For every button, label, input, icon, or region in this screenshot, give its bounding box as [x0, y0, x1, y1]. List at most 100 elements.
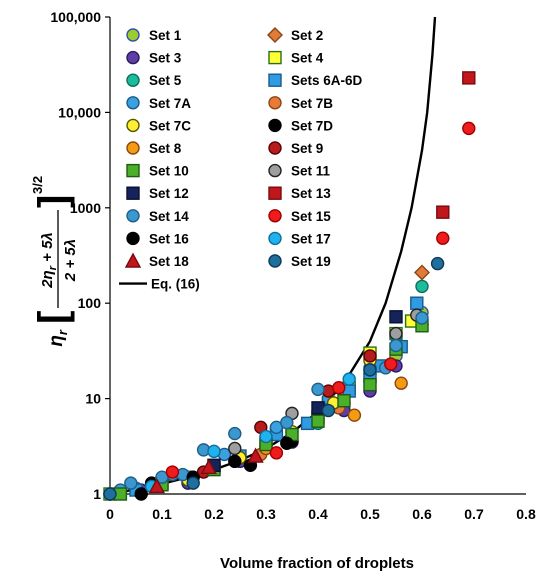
data-point: [389, 326, 403, 341]
legend-item: Set 10: [126, 164, 189, 179]
x-tick-label: 0.5: [360, 506, 380, 522]
legend-item: Set 4: [268, 50, 324, 66]
data-point: [363, 377, 377, 392]
legend-label: Set 9: [291, 141, 323, 156]
data-point: [134, 487, 148, 501]
data-point: [247, 447, 264, 463]
legend-label: Set 7D: [291, 118, 333, 133]
data-point: [389, 338, 403, 353]
legend-item: Set 8: [126, 141, 182, 156]
y-axis-label-exponent: 3/2: [30, 176, 45, 194]
data-point: [414, 264, 430, 281]
y-axis-label-denominator: 2 + 5λ: [62, 239, 79, 282]
y-axis-label-eta: ηr: [46, 329, 70, 347]
x-tick-label: 0.6: [412, 506, 432, 522]
series-set-19: [103, 256, 445, 501]
legend-label: Set 14: [149, 209, 189, 224]
legend-marker: [268, 96, 282, 110]
data-point: [148, 477, 165, 494]
legend-label: Set 10: [149, 164, 189, 179]
data-point: [207, 444, 221, 459]
x-tick-label: 0.2: [204, 506, 224, 522]
legend-marker: [126, 28, 140, 42]
legend-item: Set 5: [126, 73, 182, 88]
legend-item: Set 14: [126, 209, 189, 224]
legend-item: Set 15: [268, 209, 331, 224]
legend-marker: [126, 50, 140, 65]
y-axis-label-numerator-sub: r: [47, 265, 59, 270]
data-point: [311, 414, 325, 428]
legend-marker: [268, 141, 282, 155]
x-tick-label: 0: [106, 506, 114, 522]
legend-marker: [268, 163, 282, 178]
data-point: [436, 205, 450, 219]
x-axis-label: Volume fraction of droplets: [220, 555, 414, 572]
data-point: [389, 310, 403, 324]
legend-label: Set 5: [149, 73, 182, 88]
legend-item: Set 13: [268, 186, 331, 201]
legend-item: Set 9: [268, 141, 323, 156]
data-point: [186, 476, 200, 490]
data-point: [280, 415, 294, 430]
data-point: [311, 382, 325, 397]
legend-label: Eq. (16): [151, 277, 200, 292]
legend-marker: [126, 186, 140, 200]
data-point: [103, 487, 117, 501]
legend-marker: [126, 209, 140, 223]
legend-label: Set 7B: [291, 96, 333, 111]
data-point: [228, 441, 242, 456]
x-tick-label: 0.4: [308, 506, 328, 522]
data-point: [347, 408, 362, 422]
x-tick-label: 0.7: [464, 506, 484, 522]
legend-label: Sets 6A-6D: [291, 73, 363, 88]
legend-label: Set 1: [149, 28, 182, 43]
y-tick-label: 100,000: [50, 9, 101, 25]
legend-label: Set 8: [149, 141, 182, 156]
legend-item: Set 1: [126, 28, 182, 43]
data-point: [337, 394, 351, 408]
series-set-2: [414, 264, 430, 281]
series-set-14: [124, 311, 429, 490]
legend-marker: [268, 186, 282, 200]
legend-marker: [268, 73, 282, 87]
y-axis-label-numerator: 2ηr + 5λ: [39, 232, 59, 289]
series-set-4: [103, 314, 419, 501]
data-point: [436, 231, 450, 245]
legend-item: Set 7C: [126, 118, 191, 133]
legend-label: Set 12: [149, 186, 189, 201]
legend-label: Set 15: [291, 209, 331, 224]
legend-item: Set 17: [268, 231, 331, 246]
legend-item: Set 3: [126, 50, 182, 66]
legend-item: Set 19: [268, 254, 331, 269]
legend-label: Set 7A: [149, 96, 191, 111]
data-point: [155, 470, 169, 484]
data-point: [332, 381, 346, 395]
series-set-13: [436, 71, 476, 219]
series-set-1: [103, 305, 429, 501]
x-tick-label: 0.3: [256, 506, 276, 522]
x-tick-label: 0.8: [516, 506, 536, 522]
y-axis-label: ηr [ 2ηr + 5λ 2 + 5λ ] 3/2: [30, 176, 79, 347]
legend-item: Set 12: [126, 186, 189, 201]
y-axis-label-numerator-rest: + 5λ: [39, 232, 56, 266]
legend-item: Set 7D: [268, 118, 333, 133]
legend-label: Set 7C: [149, 118, 191, 133]
plot-area: [103, 16, 476, 501]
y-tick-label: 1: [93, 486, 101, 502]
data-point: [415, 279, 429, 294]
legend-label: Set 13: [291, 186, 331, 201]
legend-marker: [126, 118, 140, 133]
legend-label: Set 3: [149, 51, 182, 66]
legend-marker: [126, 141, 140, 155]
legend-marker: [268, 118, 282, 133]
x-tick-label: 0.1: [152, 506, 172, 522]
legend-marker: [267, 27, 283, 43]
legend-label: Set 2: [291, 28, 323, 43]
legend-item: Set 16: [126, 231, 189, 246]
legend-marker: [124, 252, 142, 268]
axes: [109, 17, 526, 495]
data-point: [394, 376, 408, 390]
legend-marker: [268, 50, 282, 65]
y-tick-label: 1000: [70, 200, 101, 216]
